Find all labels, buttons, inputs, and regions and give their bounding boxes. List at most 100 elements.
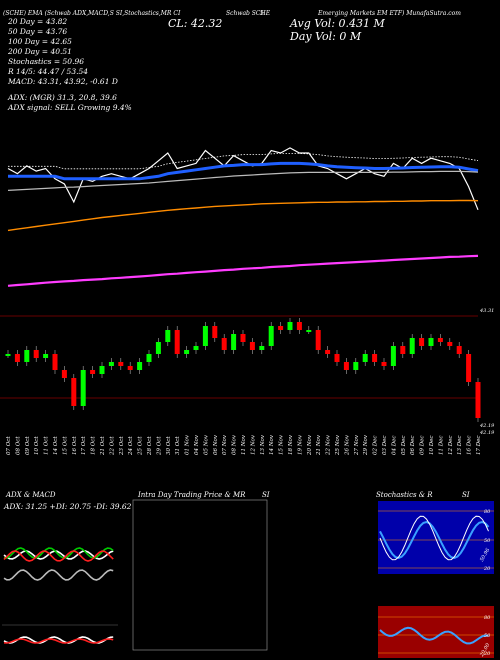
intraday-panel-si: SI [262, 491, 270, 499]
candle-body [475, 382, 481, 418]
day-volume-label: Day Vol: 0 M [290, 30, 362, 43]
si-panel-bg [378, 606, 494, 658]
date-tick-label: 16 Dec [467, 436, 473, 456]
date-tick-label: 01 Nov [185, 434, 191, 455]
candle-body [409, 338, 415, 354]
date-tick-label: 18 Oct [91, 436, 97, 455]
date-tick-label: 30 Oct [166, 436, 172, 455]
intraday-panel-frame [132, 499, 268, 651]
candle-body [259, 346, 265, 350]
candle-body [419, 338, 425, 346]
date-tick-label: 22 Nov [326, 434, 332, 456]
candle-body [202, 326, 208, 346]
candle-body [428, 338, 434, 346]
candle-body [306, 330, 312, 332]
date-tick-label: 15 Nov [279, 434, 285, 455]
candle-body [108, 362, 114, 366]
date-tick-label: 07 Nov [222, 434, 228, 455]
candle-body [325, 350, 331, 354]
candle-body [362, 354, 368, 362]
header-mid: Schwab SCHE [226, 10, 271, 17]
indicator-panels [2, 499, 494, 658]
candle-body [80, 370, 86, 406]
date-tick-label: 05 Dec [401, 436, 407, 456]
candle-body [99, 366, 105, 374]
date-tick-label: 10 Oct [34, 436, 40, 455]
date-tick-label: 15 Oct [62, 436, 68, 455]
stoch-k-line [379, 515, 489, 561]
date-tick-label: 08 Nov [232, 434, 238, 455]
candle-body [466, 354, 472, 382]
stoch-panel-bg [378, 501, 494, 574]
candle-body [231, 334, 237, 350]
date-tick-label: 13 Nov [260, 434, 266, 455]
ma200-label: 200 Day = 40.51 [8, 47, 72, 56]
candle-body [249, 342, 255, 350]
candle-body [437, 338, 443, 342]
adx-panel-bg [2, 510, 118, 654]
candle-body [278, 326, 284, 330]
stoch-level-20: 20 [484, 566, 491, 572]
candle-body [71, 378, 77, 406]
date-tick-label: 10 Dec [429, 436, 435, 456]
candle-axis-bottom: 42.19 [480, 423, 495, 429]
si-line [379, 626, 489, 645]
candle-axis-top: 43.31 [480, 308, 495, 314]
candle-body [24, 350, 30, 362]
date-tick-label: 11 Oct [44, 436, 50, 455]
candle-body [343, 362, 349, 370]
adx-panel-title: ADX & MACD [6, 491, 56, 499]
date-tick-label: 03 Dec [382, 436, 388, 456]
close-price-label: CL: 42.32 [168, 17, 223, 30]
date-tick-label: 27 Nov [354, 434, 360, 456]
date-tick-label: 07 Oct [6, 436, 12, 455]
date-tick-label: 23 Oct [119, 436, 125, 456]
date-tick-label: 04 Nov [194, 434, 200, 455]
date-tick-label: 11 Nov [241, 434, 247, 455]
candle-axis-bottom-2: 42.19 [480, 430, 495, 436]
candle-body [456, 346, 462, 354]
candle-chart [0, 315, 481, 422]
date-tick-label: 25 Oct [138, 436, 144, 456]
date-tick-label: 11 Dec [438, 436, 444, 456]
minus-di-line [3, 550, 114, 562]
candle-body [390, 346, 396, 366]
candle-body [165, 330, 171, 342]
candle-body [400, 346, 406, 354]
candle-body [287, 322, 293, 330]
candle-body [52, 354, 58, 370]
si-level-20: 20 [484, 651, 491, 657]
date-tick-label: 28 Oct [147, 436, 153, 456]
date-tick-label: 12 Dec [448, 436, 454, 456]
date-tick-label: 17 Oct [81, 436, 87, 455]
candle-body [193, 346, 199, 350]
date-tick-label: 05 Nov [203, 434, 209, 455]
candle-body [14, 354, 20, 362]
date-tick-label: 20 Nov [307, 434, 313, 456]
date-tick-label: 18 Nov [288, 434, 294, 455]
date-tick-label: 09 Oct [25, 436, 31, 455]
header-num: 5 [260, 10, 264, 17]
date-tick-label: 21 Oct [100, 436, 106, 456]
date-tick-label: 08 Oct [15, 436, 21, 455]
candle-body [353, 362, 359, 370]
date-tick-label: 22 Oct [109, 436, 115, 456]
avg-volume-label: Avg Vol: 0.431 M [290, 17, 385, 30]
date-axis: 07 Oct 08 Oct 09 Oct 10 Oct 11 Oct 14 Oct 15 O… [6, 434, 482, 456]
candle-body [447, 342, 453, 346]
date-tick-label: 29 Nov [363, 434, 369, 456]
candle-body [174, 330, 180, 354]
series-ema-20 [8, 161, 479, 181]
series-ema-100 [7, 199, 479, 232]
candle-body [43, 354, 49, 358]
adx-signal-label: ADX signal: SELL Growing 9.4% [8, 103, 132, 112]
ema-chart [7, 147, 479, 287]
candle-body [334, 354, 340, 362]
stoch-panel-title: Stochastics & R [376, 491, 433, 499]
candle-body [61, 370, 67, 378]
ma50-label: 50 Day = 43.76 [8, 27, 68, 36]
stoch-level-50: 50 [484, 538, 491, 544]
date-tick-label: 14 Nov [269, 434, 275, 455]
date-tick-label: 26 Nov [344, 434, 350, 456]
